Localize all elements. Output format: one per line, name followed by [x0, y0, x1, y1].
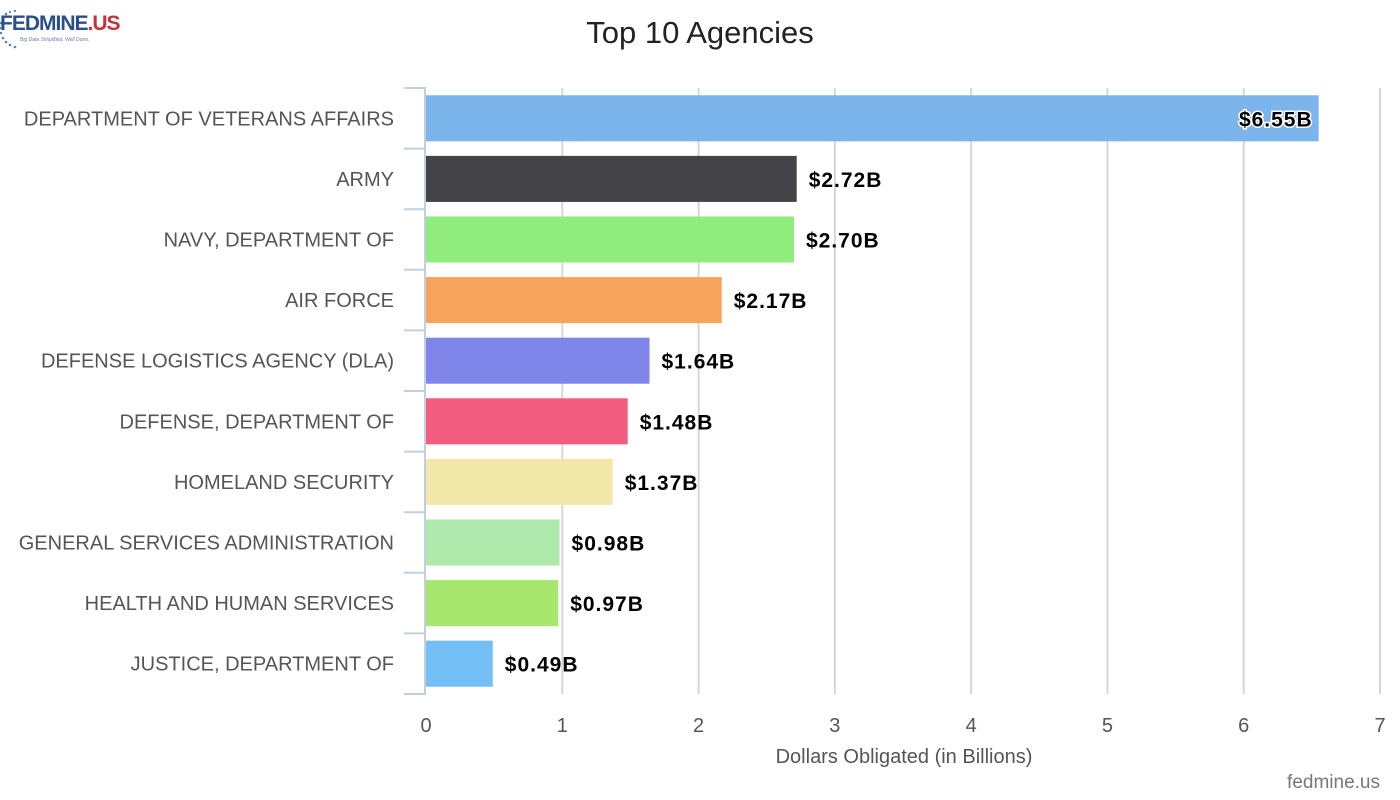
bar — [426, 458, 613, 505]
data-label: $1.64B — [662, 351, 736, 374]
x-tick-label: 3 — [829, 715, 840, 737]
data-label: $2.17B — [734, 290, 808, 313]
logo-wordmark: FEDMINE.US — [0, 12, 121, 35]
bar — [426, 277, 722, 324]
fedmine-logo[interactable]: FEDMINE.US Big Data Simplified. Well Don… — [0, 8, 140, 49]
x-axis-title: Dollars Obligated (in Billions) — [775, 746, 1033, 768]
data-label: $0.97B — [570, 593, 644, 616]
bar — [426, 580, 559, 627]
bar — [426, 337, 650, 384]
x-tick-label: 7 — [1374, 715, 1385, 737]
bar — [426, 216, 794, 263]
category-label: DEPARTMENT OF VETERANS AFFAIRS — [24, 108, 394, 130]
bar — [426, 519, 560, 566]
logo-dots-icon — [0, 9, 17, 49]
bar — [426, 398, 628, 445]
data-label: $1.37B — [625, 472, 699, 495]
x-tick-label: 6 — [1238, 715, 1249, 737]
chart-credit[interactable]: fedmine.us — [1287, 772, 1380, 793]
category-label: ARMY — [336, 169, 394, 191]
x-tick-label: 0 — [420, 715, 431, 737]
category-label: GENERAL SERVICES ADMINISTRATION — [19, 533, 394, 555]
data-label: $0.98B — [572, 533, 646, 556]
category-label: JUSTICE, DEPARTMENT OF — [131, 654, 394, 676]
category-label: AIR FORCE — [285, 290, 394, 312]
bar — [426, 95, 1319, 142]
x-tick-label: 4 — [966, 715, 977, 737]
category-label: HEALTH AND HUMAN SERVICES — [85, 593, 394, 615]
bar — [426, 155, 797, 202]
category-label: DEFENSE, DEPARTMENT OF — [120, 411, 394, 433]
x-tick-label: 2 — [693, 715, 704, 737]
data-label: $0.49B — [505, 654, 579, 677]
data-label: $2.70B — [806, 230, 880, 253]
x-tick-label: 5 — [1102, 715, 1113, 737]
data-label: $1.48B — [640, 411, 714, 434]
chart-title: Top 10 Agencies — [586, 15, 814, 50]
bar — [426, 640, 493, 687]
data-label: $2.72B — [809, 169, 883, 192]
data-label: $6.55B — [1239, 108, 1313, 131]
x-tick-label: 1 — [557, 715, 568, 737]
logo-tagline: Big Data Simplified. Well Done. — [20, 37, 90, 43]
category-label: DEFENSE LOGISTICS AGENCY (DLA) — [41, 351, 394, 373]
category-label: NAVY, DEPARTMENT OF — [164, 230, 394, 252]
category-label: HOMELAND SECURITY — [174, 472, 394, 494]
